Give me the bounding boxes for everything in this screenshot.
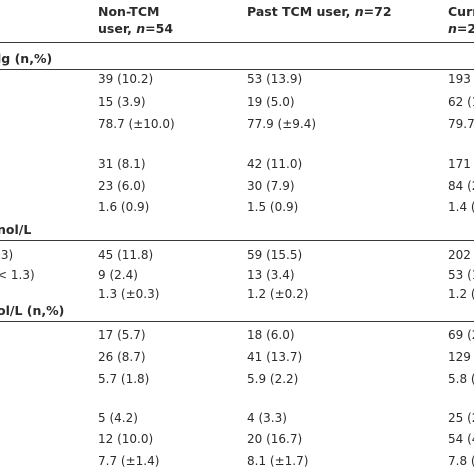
cell-past-tcm: 42 (11.0) bbox=[247, 157, 303, 171]
cell-past-tcm: 1.5 (0.9) bbox=[247, 200, 299, 214]
cell-current-tcm: 84 (2 bbox=[448, 179, 474, 193]
cell-current-tcm: 171 bbox=[448, 157, 471, 171]
cell-current-tcm: 69 (2 bbox=[448, 328, 474, 342]
cell-non-tcm: 7.7 (±1.4) bbox=[98, 454, 160, 468]
cell-past-tcm: 19 (5.0) bbox=[247, 95, 295, 109]
cell-past-tcm: 5.9 (2.2) bbox=[247, 372, 299, 386]
section-rule-1 bbox=[0, 69, 474, 70]
cell-past-tcm: 13 (3.4) bbox=[247, 268, 295, 282]
cell-non-tcm: 1.3 (±0.3) bbox=[98, 287, 160, 301]
cell-non-tcm: 31 (8.1) bbox=[98, 157, 146, 171]
row-label-2: < 1.3) bbox=[0, 268, 35, 282]
cell-current-tcm: 7.8 ( bbox=[448, 454, 474, 468]
cell-current-tcm: 54 (4 bbox=[448, 432, 474, 446]
cell-non-tcm: 26 (8.7) bbox=[98, 350, 146, 364]
cell-non-tcm: 78.7 (±10.0) bbox=[98, 117, 175, 131]
cell-current-tcm: 129 bbox=[448, 350, 471, 364]
header-non-tcm: Non-TCM user, n=54 bbox=[98, 3, 173, 37]
cell-current-tcm: 25 (2 bbox=[448, 411, 474, 425]
cell-past-tcm: 53 (13.9) bbox=[247, 72, 303, 86]
cell-past-tcm: 4 (3.3) bbox=[247, 411, 287, 425]
cell-past-tcm: 18 (6.0) bbox=[247, 328, 295, 342]
section-label-3: ol/L (n,%) bbox=[0, 303, 65, 318]
section-label-2: nol/L bbox=[0, 222, 32, 237]
cell-past-tcm: 1.2 (±0.2) bbox=[247, 287, 309, 301]
cell-non-tcm: 12 (10.0) bbox=[98, 432, 154, 446]
cell-current-tcm: 1.2 ( bbox=[448, 287, 474, 301]
cell-current-tcm: 53 (1 bbox=[448, 268, 474, 282]
cell-non-tcm: 5 (4.2) bbox=[98, 411, 138, 425]
section-rule-3 bbox=[0, 321, 474, 322]
header-current-tcm-line1: Curr bbox=[448, 4, 474, 19]
cell-non-tcm: 45 (11.8) bbox=[98, 248, 154, 262]
header-current-tcm-line2: n=2 bbox=[448, 21, 474, 36]
cell-non-tcm: 1.6 (0.9) bbox=[98, 200, 150, 214]
cell-current-tcm: 5.8 ( bbox=[448, 372, 474, 386]
row-label-1: .3) bbox=[0, 248, 14, 262]
header-current-tcm: Curr n=2 bbox=[448, 3, 474, 37]
cell-non-tcm: 23 (6.0) bbox=[98, 179, 146, 193]
cell-non-tcm: 5.7 (1.8) bbox=[98, 372, 150, 386]
cell-current-tcm: 193 bbox=[448, 72, 471, 86]
cell-non-tcm: 17 (5.7) bbox=[98, 328, 146, 342]
header-past-tcm: Past TCM user, n=72 bbox=[247, 3, 392, 20]
cell-past-tcm: 41 (13.7) bbox=[247, 350, 303, 364]
cell-current-tcm: 62 (1 bbox=[448, 95, 474, 109]
cell-current-tcm: 202 bbox=[448, 248, 471, 262]
header-non-tcm-line2: user, n=54 bbox=[98, 21, 174, 36]
section-label-1: lg (n,%) bbox=[0, 51, 53, 66]
cell-past-tcm: 59 (15.5) bbox=[247, 248, 303, 262]
section-rule-2 bbox=[0, 240, 474, 241]
cell-current-tcm: 79.7 bbox=[448, 117, 474, 131]
cell-past-tcm: 30 (7.9) bbox=[247, 179, 295, 193]
header-rule bbox=[0, 42, 474, 43]
cell-current-tcm: 1.4 ( bbox=[448, 200, 474, 214]
header-past-tcm-line1: Past TCM user, n=72 bbox=[247, 4, 392, 19]
header-non-tcm-line1: Non-TCM bbox=[98, 4, 160, 19]
cell-past-tcm: 77.9 (±9.4) bbox=[247, 117, 317, 131]
cell-non-tcm: 15 (3.9) bbox=[98, 95, 146, 109]
cell-non-tcm: 9 (2.4) bbox=[98, 268, 138, 282]
cell-past-tcm: 8.1 (±1.7) bbox=[247, 454, 309, 468]
cell-non-tcm: 39 (10.2) bbox=[98, 72, 154, 86]
cell-past-tcm: 20 (16.7) bbox=[247, 432, 303, 446]
